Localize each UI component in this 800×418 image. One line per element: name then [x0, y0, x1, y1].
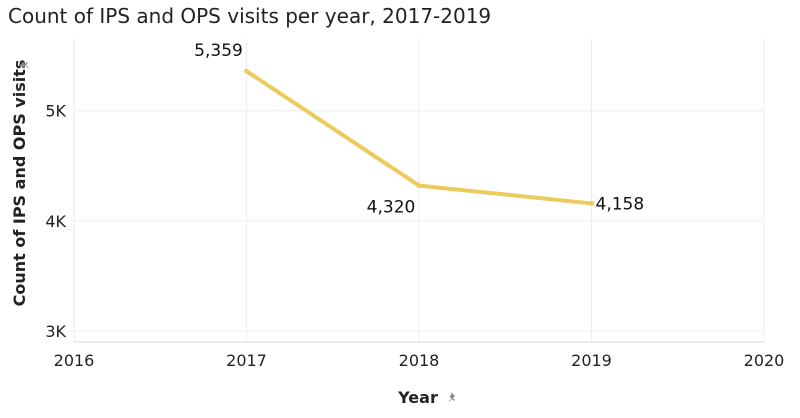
x-tick-label: 2017 — [226, 351, 267, 370]
data-label: 5,359 — [194, 41, 243, 61]
data-point — [244, 68, 249, 74]
data-label: 4,158 — [596, 194, 645, 214]
y-axis-title: Count of IPS and OPS visits — [10, 60, 29, 307]
x-tick-label: 2019 — [571, 351, 612, 370]
data-label: 4,320 — [367, 198, 416, 218]
y-tick-label: 3K — [45, 322, 66, 341]
chart-title: Count of IPS and OPS visits per year, 20… — [8, 4, 492, 28]
data-point — [589, 200, 594, 206]
x-tick-label: 2018 — [399, 351, 440, 370]
x-axis-title: Year — [397, 388, 438, 407]
pin-icon — [19, 62, 29, 69]
x-tick-label: 2020 — [744, 351, 785, 370]
pin-icon — [448, 392, 455, 402]
x-tick-label: 2016 — [54, 351, 95, 370]
data-point — [416, 183, 422, 189]
y-tick-label: 5K — [45, 102, 66, 121]
y-tick-label: 4K — [45, 212, 66, 231]
